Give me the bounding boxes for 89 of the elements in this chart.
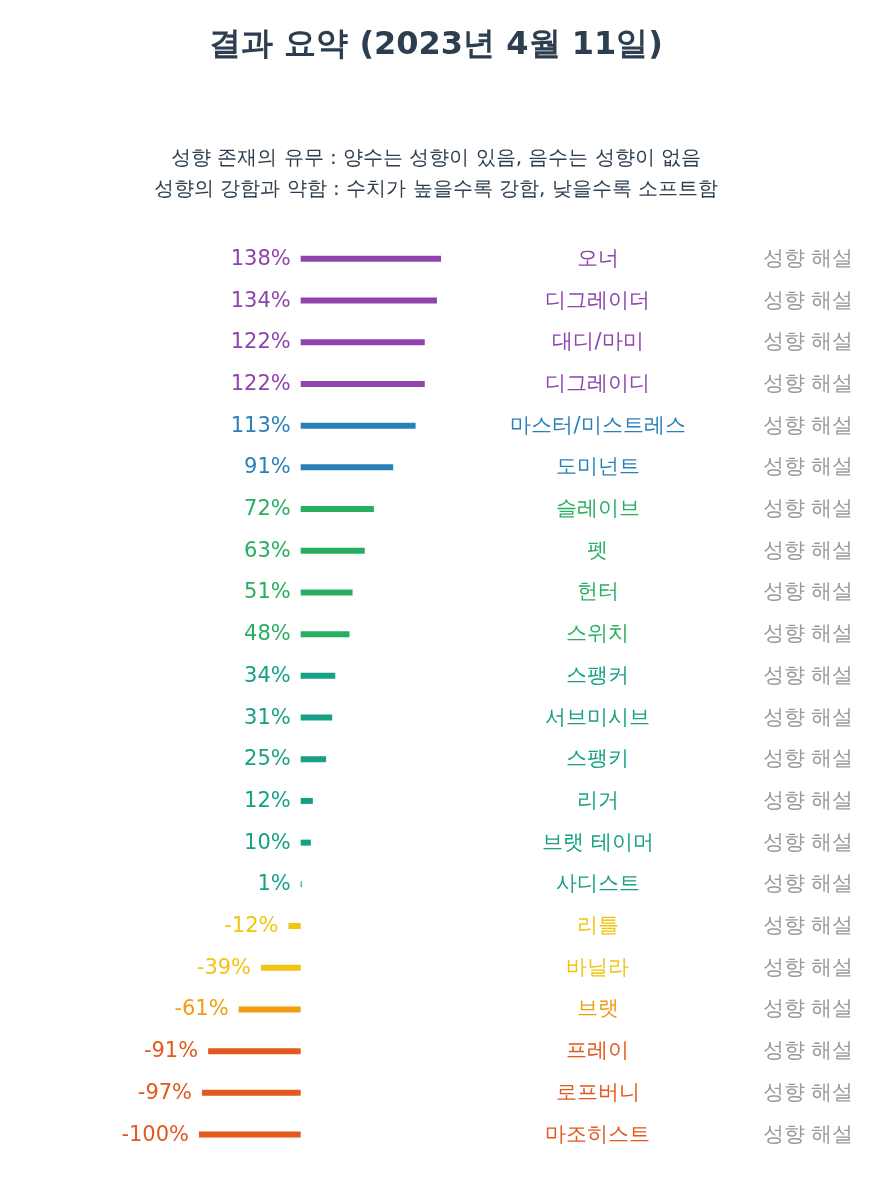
y-tick-label: 리거	[577, 787, 619, 812]
bar	[300, 255, 441, 262]
bar	[300, 339, 425, 346]
text: 성향 해설	[762, 537, 854, 562]
bar	[300, 547, 365, 554]
data-label: 63%	[244, 537, 291, 562]
data-label: 138%	[230, 245, 291, 270]
y-tick-label: 디그레이디	[545, 370, 651, 395]
chart-subtitle: 성향 존재의 유무 : 양수는 성향이 있음, 음수는 성향이 없음 성향의 강함과 약함 : 수치가 높을수록 강함, 낮을수록 소프트함	[153, 144, 719, 202]
bar	[300, 589, 353, 596]
bar	[300, 422, 416, 429]
bar	[300, 506, 374, 513]
text: 성향 해설	[762, 1038, 854, 1063]
y-tick-label: 로프버니	[556, 1079, 640, 1104]
text: 성향 해설	[762, 287, 854, 312]
data-label: -97%	[137, 1079, 193, 1104]
bar	[199, 1131, 301, 1138]
text: 성향 해설	[762, 662, 854, 687]
y-tick-label: 스위치	[566, 621, 630, 646]
data-label: 51%	[244, 579, 291, 604]
y-tick-label: 리틀	[577, 913, 619, 938]
data-label: 10%	[244, 829, 291, 854]
y-tick-label: 마스터/미스트레스	[510, 412, 686, 437]
data-label: 1%	[257, 871, 291, 896]
data-label: 113%	[230, 412, 291, 437]
data-label: 34%	[244, 662, 291, 687]
bar	[300, 464, 394, 471]
y-tick-label: 도미넌트	[556, 454, 640, 479]
y-tick-label: 스팽키	[566, 746, 630, 771]
y-tick-label: 프레이	[566, 1038, 630, 1063]
text: 성향 해설	[762, 996, 854, 1021]
text: 성향 해설	[762, 370, 854, 395]
bar	[300, 631, 350, 638]
text: 성향 해설	[762, 329, 854, 354]
bar	[300, 672, 336, 679]
y-tick-label: 오너	[577, 245, 619, 270]
data-label: -39%	[196, 954, 252, 979]
text: 성향 해설	[762, 704, 854, 729]
data-label: 134%	[230, 287, 291, 312]
data-label: 122%	[230, 370, 291, 395]
data-label: 48%	[244, 621, 291, 646]
text: 성향 해설	[762, 1079, 854, 1104]
y-tick-label: 헌터	[577, 579, 619, 604]
data-label: -12%	[224, 913, 279, 938]
text: 성향 해설	[762, 496, 854, 521]
y-tick-label: 스팽커	[566, 662, 630, 687]
bar	[202, 1089, 301, 1096]
y-tick-label: 마조히스트	[545, 1121, 651, 1146]
text: 성향 해설	[762, 579, 854, 604]
data-label: 91%	[244, 454, 291, 479]
data-label: 12%	[244, 787, 291, 812]
bar	[238, 1006, 301, 1013]
text: 성향 해설	[762, 787, 854, 812]
data-label: 122%	[230, 329, 291, 354]
text: 성향 해설	[762, 829, 854, 854]
data-label: 25%	[244, 746, 291, 771]
bar	[300, 380, 425, 387]
text: 성향 해설	[762, 913, 854, 938]
y-tick-label: 디그레이더	[545, 287, 651, 312]
data-label: 31%	[244, 704, 291, 729]
y-tick-label: 서브미시브	[545, 704, 651, 729]
text: 성향 해설	[762, 245, 854, 270]
text: 성향 해설	[762, 954, 854, 979]
data-label: -91%	[143, 1038, 199, 1063]
chart-title: 결과 요약 (2023년 4월 11일)	[208, 23, 664, 64]
bar	[300, 297, 437, 304]
y-tick-label: 바닐라	[566, 954, 630, 979]
y-tick-label: 사디스트	[556, 871, 640, 896]
bar	[300, 797, 313, 804]
y-tick-label: 브랫 테이머	[542, 829, 654, 854]
data-label: -61%	[174, 996, 229, 1021]
text: 성향 해설	[762, 871, 854, 896]
text: 성향 해설	[762, 412, 854, 437]
y-tick-label: 대디/마미	[552, 329, 644, 354]
bar	[208, 1048, 301, 1055]
y-tick-label: 슬레이브	[556, 496, 640, 521]
text: 성향 해설	[762, 1121, 854, 1146]
data-label: 72%	[244, 496, 291, 521]
data-label: -100%	[121, 1121, 189, 1146]
bar	[300, 756, 327, 763]
bar	[261, 964, 301, 971]
y-tick-label: 펫	[587, 537, 609, 562]
y-tick-label: 브랫	[577, 996, 619, 1021]
text: 성향 해설	[762, 454, 854, 479]
text: 성향 해설	[762, 746, 854, 771]
bar	[288, 923, 301, 930]
text: 성향 해설	[762, 621, 854, 646]
bar	[300, 714, 333, 721]
bar	[300, 839, 311, 846]
